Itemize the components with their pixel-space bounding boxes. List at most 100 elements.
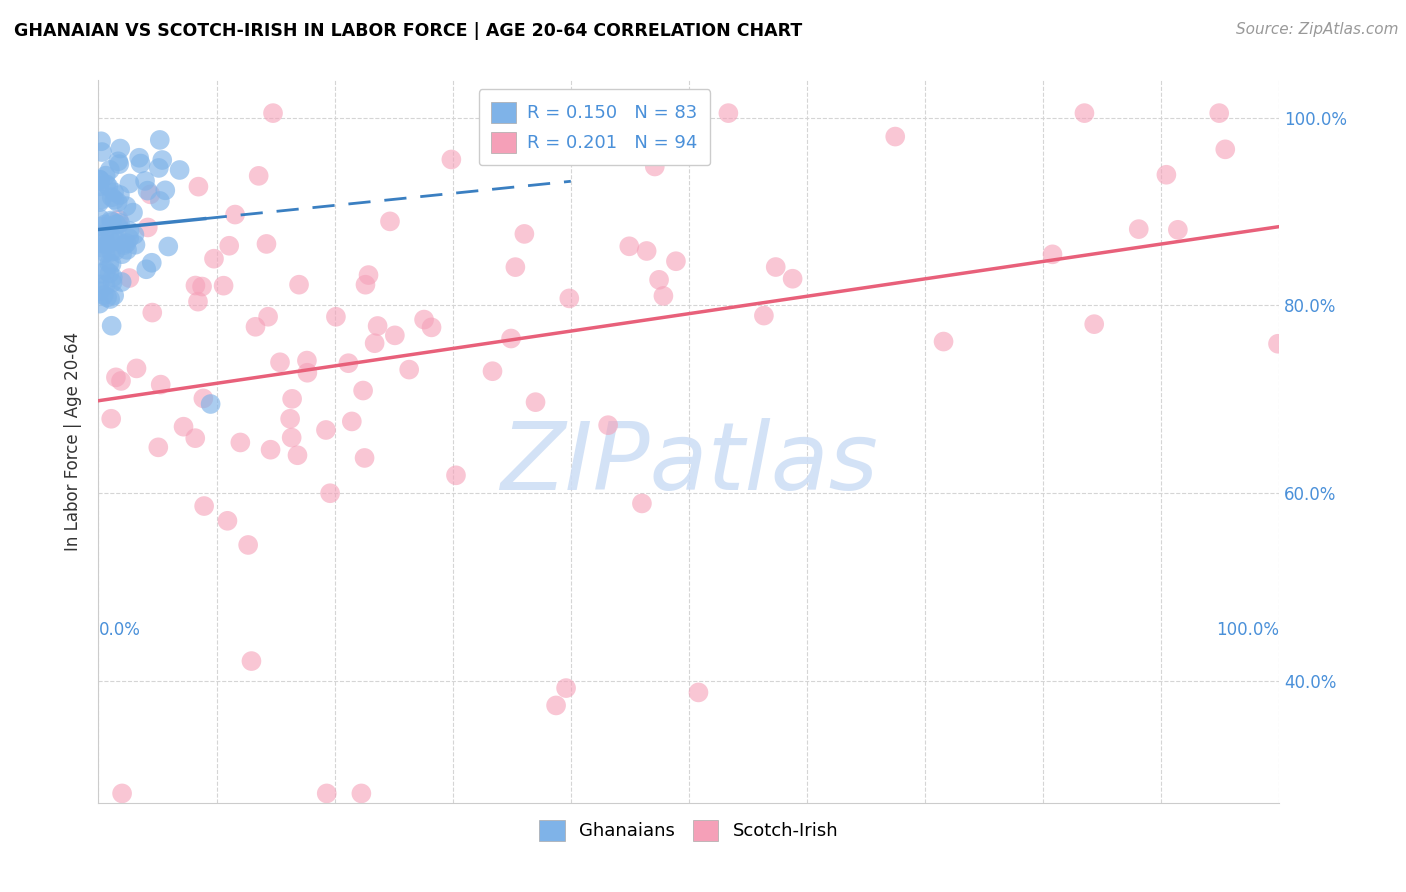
Point (420, 320, 443, 334)
Point (148, 440, 170, 454)
Point (555, 681, 578, 695)
Point (94, 218, 117, 232)
Point (89, 172, 111, 186)
Point (101, 270, 124, 285)
Point (89, 195, 111, 210)
Point (94, 263, 117, 277)
Point (107, 195, 129, 210)
Point (256, 236, 278, 251)
Point (1073, 106, 1095, 120)
Point (280, 431, 302, 445)
Point (384, 328, 406, 343)
Point (155, 183, 177, 197)
Point (136, 184, 159, 198)
Point (229, 435, 252, 450)
Point (100, 190, 122, 204)
Point (295, 353, 318, 368)
Point (90, 193, 112, 207)
Point (481, 364, 503, 378)
Point (101, 235, 124, 249)
Point (98, 292, 121, 306)
Point (100, 318, 122, 333)
Point (1208, 106, 1230, 120)
Point (89, 179, 111, 194)
Point (89, 211, 111, 226)
Point (115, 243, 138, 257)
Point (200, 397, 222, 411)
Point (259, 442, 281, 457)
Point (367, 318, 389, 333)
Point (101, 215, 124, 229)
Point (173, 419, 195, 434)
Point (98, 162, 121, 177)
Point (340, 414, 363, 428)
Point (236, 538, 259, 552)
Point (107, 154, 129, 169)
Point (98, 226, 121, 240)
Point (240, 654, 263, 668)
Point (315, 423, 337, 437)
Point (104, 370, 127, 384)
Point (513, 227, 536, 241)
Point (932, 334, 955, 349)
Point (149, 133, 172, 147)
Point (112, 238, 135, 252)
Point (97, 179, 120, 194)
Point (94, 245, 117, 260)
Point (224, 208, 246, 222)
Point (648, 273, 671, 287)
Point (122, 205, 145, 219)
Point (499, 331, 522, 345)
Point (352, 384, 374, 398)
Point (631, 496, 654, 510)
Point (100, 411, 122, 425)
Point (89, 267, 111, 281)
Point (262, 106, 284, 120)
Point (350, 786, 373, 800)
Point (319, 486, 342, 500)
Point (884, 129, 907, 144)
Point (141, 256, 163, 270)
Point (413, 312, 436, 326)
Point (187, 294, 209, 309)
Point (150, 153, 173, 167)
Point (619, 239, 641, 253)
Point (89, 284, 111, 298)
Point (111, 275, 134, 289)
Point (444, 468, 467, 483)
Point (652, 289, 675, 303)
Point (107, 212, 129, 227)
Point (1213, 142, 1236, 156)
Point (96, 178, 118, 192)
Point (505, 260, 527, 274)
Point (524, 395, 547, 409)
Point (269, 355, 291, 369)
Point (149, 194, 172, 208)
Point (104, 244, 127, 258)
Point (598, 418, 620, 433)
Point (104, 193, 127, 207)
Point (157, 239, 180, 253)
Point (281, 392, 304, 406)
Point (212, 278, 235, 293)
Point (149, 377, 172, 392)
Point (103, 231, 125, 245)
Point (1042, 247, 1064, 261)
Point (110, 142, 132, 156)
Point (665, 254, 688, 268)
Point (187, 179, 209, 194)
Point (202, 252, 225, 266)
Point (558, 292, 581, 306)
Point (134, 174, 156, 188)
Point (688, 685, 710, 699)
Point (89, 296, 111, 310)
Point (100, 213, 122, 227)
Point (118, 271, 141, 285)
Point (398, 362, 420, 376)
Point (89, 277, 111, 292)
Point (288, 277, 311, 292)
Text: GHANAIAN VS SCOTCH-IRISH IN LABOR FORCE | AGE 20-64 CORRELATION CHART: GHANAIAN VS SCOTCH-IRISH IN LABOR FORCE … (14, 22, 803, 40)
Point (108, 188, 131, 202)
Point (139, 187, 162, 202)
Point (91, 145, 114, 159)
